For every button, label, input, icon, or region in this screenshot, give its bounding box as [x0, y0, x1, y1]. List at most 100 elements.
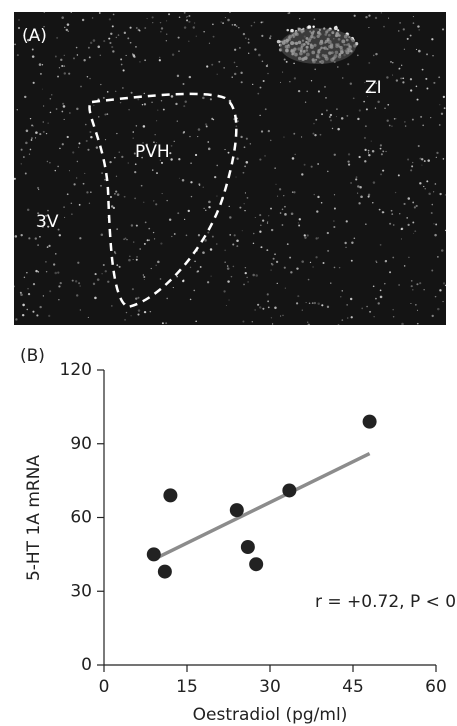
speckle [245, 161, 249, 164]
speckle [431, 269, 434, 272]
speckle [32, 310, 35, 313]
speckle [114, 252, 117, 255]
speckle [132, 131, 135, 133]
speckle [244, 165, 246, 168]
speckle [326, 305, 330, 309]
speckle [170, 145, 173, 147]
speckle [130, 224, 134, 227]
speckle [137, 28, 140, 32]
speckle [37, 212, 40, 215]
speckle [153, 141, 155, 144]
speckle [77, 261, 80, 264]
speckle [262, 219, 265, 222]
speckle [419, 182, 422, 185]
speckle [137, 296, 140, 299]
speckle [346, 303, 349, 306]
speckle [412, 288, 414, 291]
speckle [49, 290, 52, 293]
speckle [212, 35, 215, 38]
speckle [128, 258, 131, 262]
speckle [242, 171, 245, 174]
speckle [365, 108, 368, 111]
speckle [439, 192, 442, 196]
speckle [190, 195, 193, 198]
speckle [259, 158, 262, 161]
speckle [209, 98, 212, 101]
speckle [207, 147, 211, 151]
speckle [247, 41, 250, 44]
speckle [32, 81, 35, 84]
speckle [375, 261, 378, 263]
speckle [388, 124, 391, 127]
speckle [134, 197, 136, 200]
speckle [197, 136, 199, 138]
speckle [408, 256, 410, 259]
speckle [18, 19, 20, 21]
speckle [79, 237, 82, 240]
speckle [402, 28, 405, 31]
speckle [76, 107, 79, 111]
speckle [422, 124, 425, 127]
zi-speckle [333, 26, 338, 31]
speckle [244, 192, 246, 194]
speckle [39, 305, 42, 309]
speckle [391, 213, 394, 215]
speckle [380, 153, 383, 156]
speckle [155, 203, 158, 206]
speckle [116, 228, 118, 230]
speckle [297, 222, 300, 224]
speckle [371, 149, 375, 153]
speckle [101, 172, 103, 174]
speckle [440, 112, 444, 115]
speckle [203, 207, 205, 210]
speckle [190, 181, 193, 184]
speckle [160, 31, 162, 33]
speckle [341, 290, 343, 292]
speckle [157, 109, 159, 111]
speckle [270, 228, 274, 232]
speckle [141, 156, 143, 159]
speckle [28, 153, 31, 155]
speckle [239, 206, 242, 209]
speckle [426, 53, 428, 56]
speckle [132, 258, 134, 261]
speckle [337, 127, 340, 131]
speckle [231, 76, 233, 78]
speckle [347, 153, 351, 156]
speckle [137, 313, 140, 316]
speckle [63, 72, 67, 75]
speckle [207, 141, 210, 143]
speckle [16, 54, 19, 57]
speckle [36, 314, 39, 317]
speckle [143, 278, 145, 281]
speckle [26, 272, 28, 274]
speckle [445, 229, 447, 232]
speckle [266, 63, 269, 66]
speckle [435, 223, 438, 226]
speckle [388, 17, 390, 19]
speckle [56, 36, 59, 39]
speckle [271, 263, 274, 266]
speckle [177, 36, 180, 39]
speckle [47, 225, 50, 228]
speckle [104, 139, 107, 141]
speckle [389, 222, 392, 225]
speckle [45, 214, 48, 217]
speckle [394, 118, 397, 120]
speckle [177, 212, 180, 215]
speckle [118, 151, 121, 154]
speckle [372, 181, 376, 184]
speckle [144, 27, 147, 29]
speckle [431, 314, 434, 318]
speckle [171, 53, 175, 56]
data-point [157, 564, 172, 579]
speckle [198, 184, 201, 186]
speckle [260, 224, 262, 226]
speckle [395, 79, 399, 82]
data-point [362, 414, 377, 429]
speckle [36, 186, 40, 189]
regression-line [153, 452, 371, 561]
speckle [282, 314, 284, 317]
speckle [99, 54, 101, 56]
speckle [311, 302, 314, 305]
